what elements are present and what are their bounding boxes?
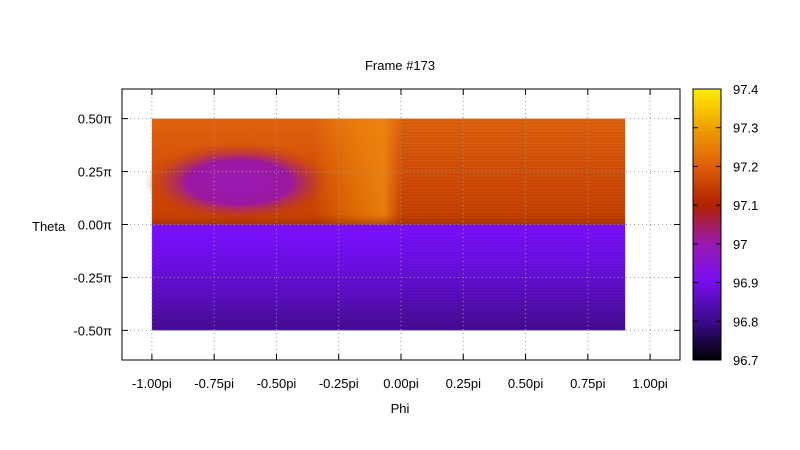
y-axis: 0.50π 0.25π 0.00π -0.25π -0.50π [73,112,680,338]
colorbar-gradient [692,88,722,361]
y-tick-label: -0.50π [73,323,112,338]
x-tick-label: -1.00pi [132,376,172,391]
colorbar-tick-label: 97 [733,237,747,252]
y-tick-label: 0.00π [78,218,112,233]
x-tick-label: -0.75pi [194,376,234,391]
colorbar-tick-label: 97.4 [733,82,758,97]
y-tick-label: 0.50π [78,112,112,127]
x-tick-label: 0.75pi [570,376,606,391]
chart-title: Frame #173 [365,58,435,73]
y-tick-label: 0.25π [78,165,112,180]
colorbar-tick-label: 97.3 [733,121,758,136]
x-tick-label: 0.50pi [508,376,544,391]
plot-area [144,118,626,331]
colorbar-tick-label: 97.1 [733,198,758,213]
x-tick-label: -0.25pi [319,376,359,391]
x-axis: -1.00pi -0.75pi -0.50pi -0.25pi 0.00pi 0.25pi… [132,89,668,391]
y-axis-label: Theta [32,219,66,234]
grid-lines [122,89,680,360]
heatmap-equator-band [151,214,626,225]
colorbar: 97.4 97.3 97.2 97.1 97 96.9 96.8 96.7 [692,82,758,368]
colorbar-tick-label: 96.7 [733,353,758,368]
colorbar-tick-label: 97.2 [733,159,758,174]
colorbar-ticks: 97.4 97.3 97.2 97.1 97 96.9 96.8 96.7 [693,82,758,368]
x-tick-label: 0.25pi [446,376,482,391]
x-axis-label: Phi [391,401,410,416]
x-tick-label: 0.00pi [383,376,419,391]
colorbar-tick-label: 96.9 [733,276,758,291]
x-tick-label: -0.50pi [257,376,297,391]
colorbar-tick-label: 96.8 [733,314,758,329]
x-tick-label: 1.00pi [632,376,668,391]
y-tick-label: -0.25π [73,270,112,285]
heatmap-minimum-region [144,142,335,223]
